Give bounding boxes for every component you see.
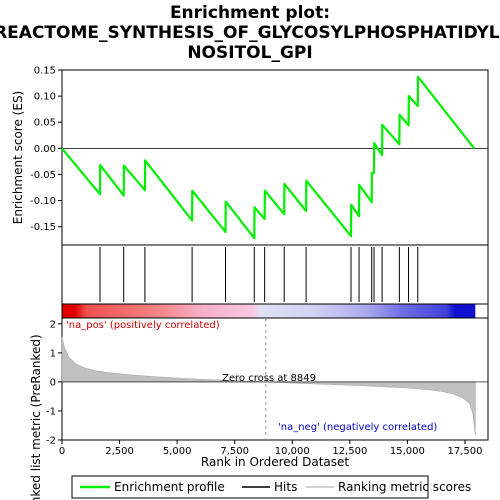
legend-profile-label: Enrichment profile (114, 480, 225, 494)
pos-correlated-label: 'na_pos' (positively correlated) (66, 320, 220, 331)
legend: Enrichment profile Hits Ranking metric sco… (71, 475, 471, 499)
x-tick-label: 5,000 (163, 446, 192, 457)
chart-title: Enrichment plot:REACTOME_SYNTHESIS_OF_GL… (0, 3, 500, 63)
x-tick-label: 0 (59, 446, 65, 457)
metric-y-tick-label: 0 (50, 377, 56, 388)
es-y-tick-label: -0.05 (30, 170, 56, 181)
metric-y-tick-label: 1 (50, 348, 56, 359)
es-y-axis-label: Enrichment score (ES) (11, 91, 25, 224)
x-tick-label: 12,500 (332, 446, 367, 457)
zero-cross-label: Zero cross at 8849 (222, 373, 316, 384)
es-y-tick-label: 0.05 (34, 118, 56, 129)
x-tick-label: 10,000 (275, 446, 310, 457)
es-plot-frame (61, 69, 489, 246)
metric-y-tick-label: 2 (50, 319, 56, 330)
es-y-tick-label: 0.10 (34, 92, 56, 103)
es-y-tick-label: -0.15 (30, 222, 56, 233)
x-tick-label: 17,500 (447, 446, 482, 457)
metric-panel: -2 -1 0 1 2 0 2,500 5,000 7,500 10,000 12,500 15,00… (29, 317, 489, 500)
x-tick-label: 2,500 (105, 446, 134, 457)
title-line: Enrichment plot: (170, 3, 330, 23)
enrichment-profile-line (61, 75, 476, 240)
es-y-tick-label: -0.10 (30, 196, 56, 207)
x-tick-label: 7,500 (220, 446, 249, 457)
x-axis-label: Rank in Ordered Dataset (201, 455, 349, 469)
es-y-tick-label: 0.00 (34, 144, 56, 155)
es-y-tick-label: 0.15 (34, 66, 56, 77)
legend-hits-label: Hits (274, 480, 297, 494)
legend-metric-label: Ranking metric scores (338, 480, 471, 494)
colorbar (62, 304, 476, 318)
hits-panel (61, 244, 489, 305)
neg-correlated-label: 'na_neg' (negatively correlated) (278, 422, 437, 433)
ranking-metric-area (61, 336, 476, 436)
es-panel: -0.15 -0.10 -0.05 0.00 0.05 0.10 0.15 Enrichmen… (11, 66, 489, 246)
title-line: NOSITOL_GPI (187, 43, 312, 63)
metric-y-axis-label: Ranked list metric (PreRanked) (29, 334, 43, 500)
rank-colorbar (61, 303, 489, 319)
x-tick-label: 15,000 (390, 446, 425, 457)
hits-frame (61, 244, 489, 305)
metric-y-tick-label: -2 (46, 436, 56, 447)
metric-y-tick-label: -1 (46, 406, 56, 417)
title-line: REACTOME_SYNTHESIS_OF_GLYCOSYLPHOSPHATID… (0, 23, 500, 43)
